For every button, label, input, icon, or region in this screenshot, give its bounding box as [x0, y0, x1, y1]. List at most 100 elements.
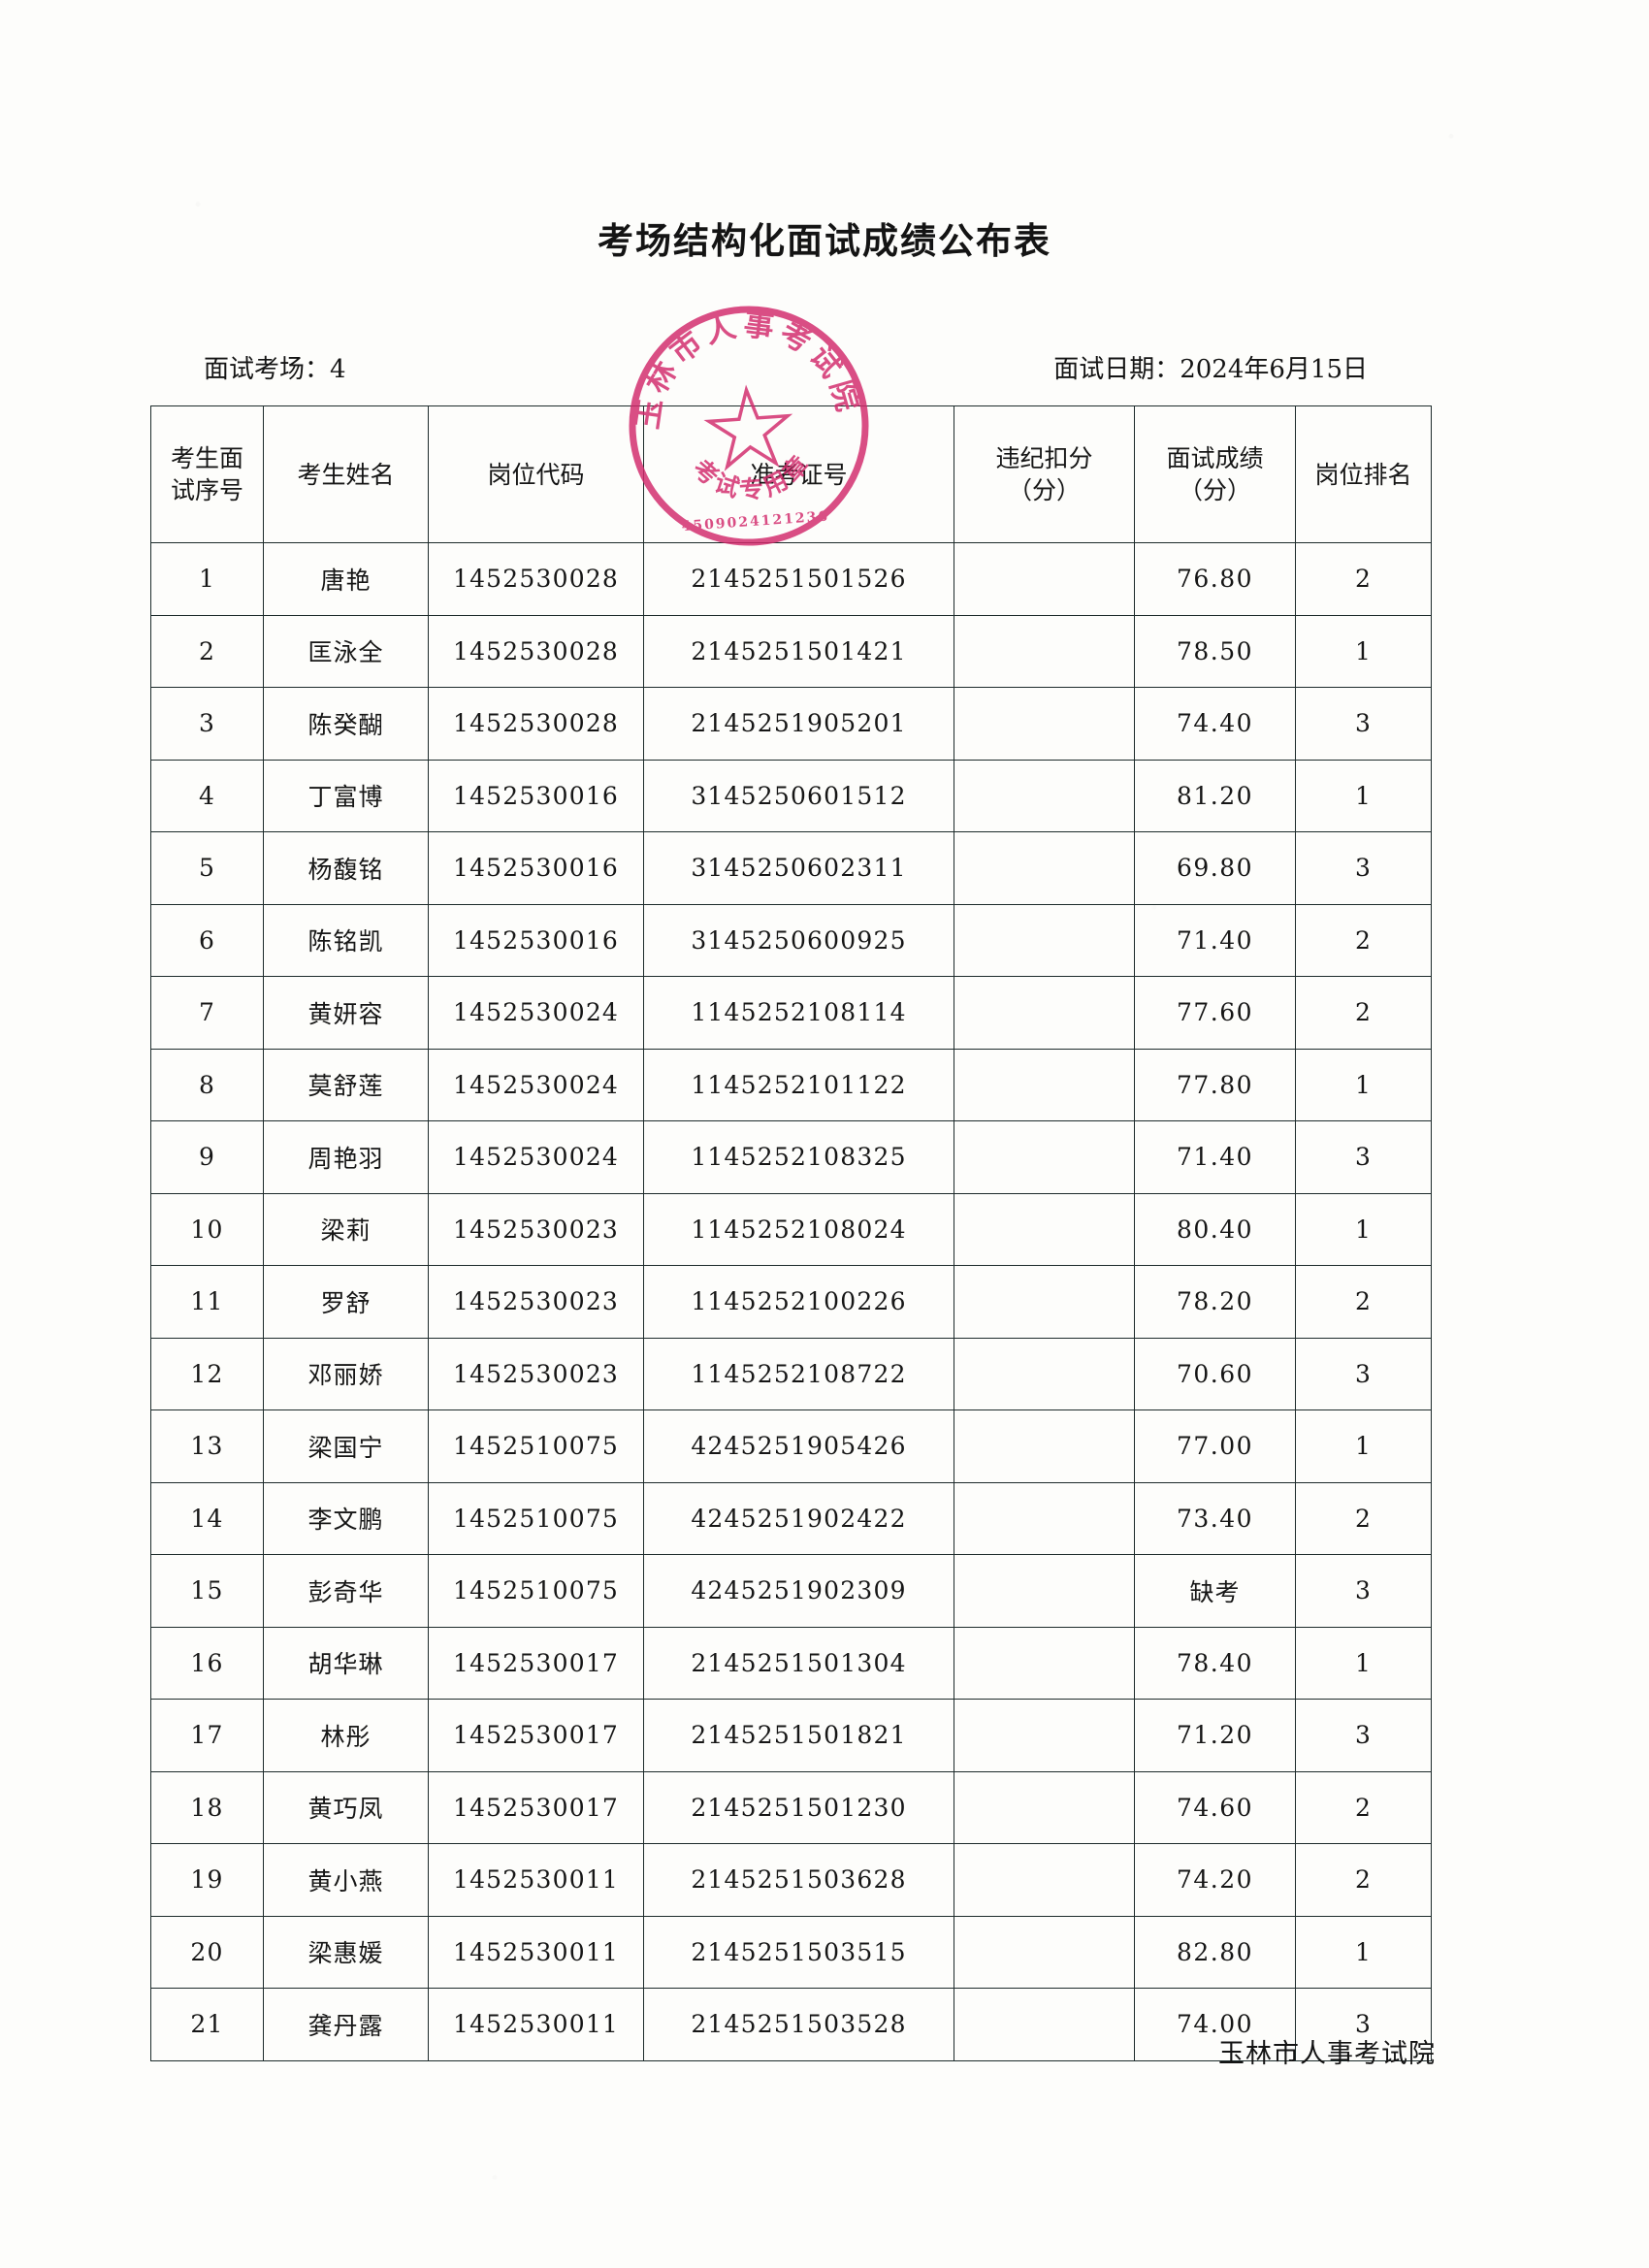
cell-name: 龚丹露	[263, 1988, 429, 2061]
cell-penalty	[954, 1265, 1135, 1339]
table-row: 19 黄小燕 1452530011 2145251503628 74.20 2	[150, 1843, 1432, 1917]
cell-post-code: 1452530028	[428, 542, 644, 616]
cell-post-code: 1452510075	[428, 1409, 644, 1483]
cell-score: 74.00	[1134, 1988, 1296, 2061]
cell-ticket-number: 2145251503515	[643, 1915, 954, 1989]
cell-score: 76.80	[1134, 542, 1296, 616]
cell-score: 缺考	[1134, 1554, 1296, 1628]
cell-ticket-number: 4245251902309	[643, 1554, 954, 1628]
cell-post-code: 1452530023	[428, 1337, 644, 1410]
cell-sequence: 9	[150, 1120, 264, 1194]
cell-name: 梁惠媛	[263, 1915, 429, 1989]
cell-name: 林彤	[263, 1699, 429, 1772]
cell-sequence: 5	[150, 831, 264, 905]
cell-rank: 1	[1295, 614, 1432, 688]
cell-rank: 1	[1295, 1048, 1432, 1121]
cell-name: 彭奇华	[263, 1554, 429, 1628]
cell-sequence: 3	[150, 687, 264, 761]
table-row: 18 黄巧凤 1452530017 2145251501230 74.60 2	[150, 1770, 1432, 1844]
cell-score: 78.20	[1134, 1265, 1296, 1339]
column-header-score-line2: （分）	[1178, 476, 1251, 504]
cell-post-code: 1452510075	[428, 1481, 644, 1555]
table-row: 21 龚丹露 1452530011 2145251503528 74.00 3	[150, 1988, 1432, 2061]
cell-rank: 3	[1295, 831, 1432, 905]
table-row: 13 梁国宁 1452510075 4245251905426 77.00 1	[150, 1409, 1432, 1483]
table-header: 考生面 试序号 考生姓名 岗位代码 准考证号 违纪扣分 （分） 面试成绩 （分）…	[150, 405, 1432, 543]
cell-penalty	[954, 1554, 1135, 1628]
grades-table-container: 考生面 试序号 考生姓名 岗位代码 准考证号 违纪扣分 （分） 面试成绩 （分）…	[150, 405, 1432, 2061]
cell-ticket-number: 2145251905201	[643, 687, 954, 761]
cell-rank: 2	[1295, 1481, 1432, 1555]
cell-post-code: 1452530028	[428, 614, 644, 688]
table-row: 17 林彤 1452530017 2145251501821 71.20 3	[150, 1699, 1432, 1772]
cell-score: 77.60	[1134, 976, 1296, 1050]
cell-sequence: 12	[150, 1337, 264, 1410]
cell-post-code: 1452530017	[428, 1770, 644, 1844]
cell-post-code: 1452510075	[428, 1554, 644, 1628]
cell-penalty	[954, 1988, 1135, 2061]
cell-penalty	[954, 614, 1135, 688]
table-body: 1 唐艳 1452530028 2145251501526 76.80 2 2 匡泳全 1452…	[150, 542, 1432, 2061]
cell-ticket-number: 2145251503628	[643, 1843, 954, 1917]
cell-sequence: 18	[150, 1770, 264, 1844]
table-row: 1 唐艳 1452530028 2145251501526 76.80 2	[150, 542, 1432, 616]
cell-penalty	[954, 1915, 1135, 1989]
cell-penalty	[954, 759, 1135, 832]
column-header-penalty-line2: （分）	[1007, 476, 1081, 504]
cell-post-code: 1452530016	[428, 759, 644, 832]
cell-post-code: 1452530023	[428, 1265, 644, 1339]
cell-score: 80.40	[1134, 1192, 1296, 1266]
table-row: 3 陈癸醐 1452530028 2145251905201 74.40 3	[150, 687, 1432, 761]
cell-penalty	[954, 1699, 1135, 1772]
cell-penalty	[954, 1120, 1135, 1194]
cell-post-code: 1452530024	[428, 1048, 644, 1121]
cell-penalty	[954, 1337, 1135, 1410]
cell-post-code: 1452530011	[428, 1988, 644, 2061]
table-row: 9 周艳羽 1452530024 1145252108325 71.40 3	[150, 1120, 1432, 1194]
cell-rank: 3	[1295, 1337, 1432, 1410]
cell-post-code: 1452530017	[428, 1626, 644, 1700]
cell-post-code: 1452530017	[428, 1699, 644, 1772]
interview-room-label: 面试考场：4	[204, 355, 346, 384]
column-header-penalty: 违纪扣分 （分）	[954, 405, 1135, 543]
column-header-name: 考生姓名	[263, 405, 429, 543]
cell-penalty	[954, 1626, 1135, 1700]
cell-name: 丁富博	[263, 759, 429, 832]
cell-penalty	[954, 1843, 1135, 1917]
cell-score: 74.20	[1134, 1843, 1296, 1917]
cell-rank: 2	[1295, 1770, 1432, 1844]
cell-name: 陈铭凯	[263, 903, 429, 977]
cell-name: 胡华琳	[263, 1626, 429, 1700]
column-header-score: 面试成绩 （分）	[1134, 405, 1296, 543]
cell-ticket-number: 2145251501230	[643, 1770, 954, 1844]
cell-score: 77.00	[1134, 1409, 1296, 1483]
table-row: 6 陈铭凯 1452530016 3145250600925 71.40 2	[150, 903, 1432, 977]
cell-rank: 3	[1295, 687, 1432, 761]
cell-rank: 3	[1295, 1120, 1432, 1194]
cell-sequence: 17	[150, 1699, 264, 1772]
cell-sequence: 10	[150, 1192, 264, 1266]
cell-penalty	[954, 1481, 1135, 1555]
cell-score: 71.40	[1134, 903, 1296, 977]
cell-sequence: 21	[150, 1988, 264, 2061]
cell-rank: 2	[1295, 903, 1432, 977]
issuing-organization: 玉林市人事考试院	[1218, 2039, 1436, 2069]
cell-penalty	[954, 1192, 1135, 1266]
column-header-penalty-line1: 违纪扣分	[995, 444, 1093, 472]
cell-name: 匡泳全	[263, 614, 429, 688]
cell-sequence: 7	[150, 976, 264, 1050]
table-row: 10 梁莉 1452530023 1145252108024 80.40 1	[150, 1192, 1432, 1266]
cell-post-code: 1452530016	[428, 903, 644, 977]
cell-name: 罗舒	[263, 1265, 429, 1339]
page-title: 考场结构化面试成绩公布表	[598, 219, 1051, 262]
table-row: 8 莫舒莲 1452530024 1145252101122 77.80 1	[150, 1048, 1432, 1121]
cell-sequence: 2	[150, 614, 264, 688]
cell-sequence: 15	[150, 1554, 264, 1628]
cell-rank: 1	[1295, 759, 1432, 832]
cell-post-code: 1452530011	[428, 1843, 644, 1917]
cell-rank: 3	[1295, 1699, 1432, 1772]
cell-rank: 1	[1295, 1409, 1432, 1483]
cell-score: 69.80	[1134, 831, 1296, 905]
cell-sequence: 20	[150, 1915, 264, 1989]
